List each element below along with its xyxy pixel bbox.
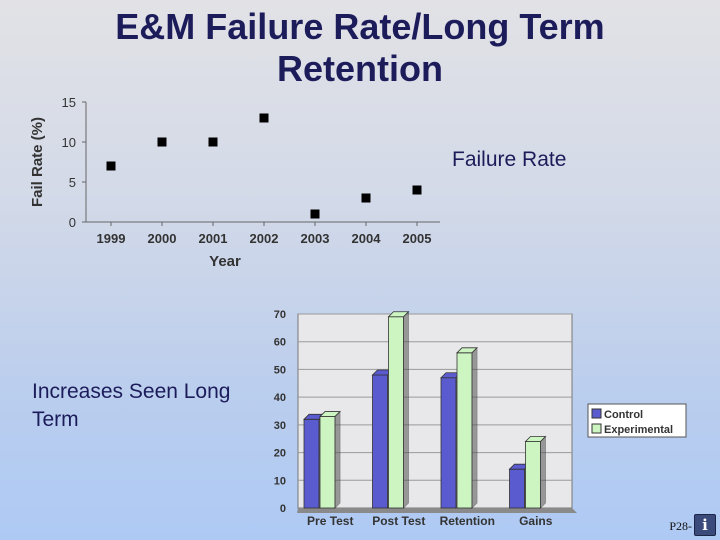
bar-floor [297, 508, 577, 513]
bar-category-label: Gains [519, 514, 553, 528]
legend-swatch [591, 423, 602, 434]
scatter-point [208, 137, 218, 147]
scatter-point [310, 209, 320, 219]
bar-experimental [319, 416, 336, 509]
bar-experimental [388, 316, 404, 509]
legend-swatch [591, 408, 602, 419]
bar-side [334, 410, 341, 509]
bar-control [440, 377, 457, 509]
legend-label: Control [604, 409, 643, 421]
scatter-y-axis-label: Fail Rate (%) [29, 117, 46, 207]
scatter-y-tick-label: 0 [69, 215, 76, 230]
scatter-x-axis-label: Year [209, 253, 241, 270]
bar-y-tick-label: 30 [274, 420, 286, 432]
bar-experimental [525, 441, 541, 509]
scatter-point [106, 161, 116, 171]
bar-control [372, 374, 388, 509]
legend-box [587, 403, 687, 438]
bar-category-label: Pre Test [307, 514, 353, 528]
scatter-x-tick-label: 2004 [352, 231, 382, 246]
scatter-x-tick-label: 2003 [301, 231, 330, 246]
slide-title: E&M Failure Rate/Long Term Retention [115, 6, 605, 89]
bar-y-tick-label: 10 [274, 475, 286, 487]
scatter-x-tick-label: 2001 [199, 231, 228, 246]
bar-experimental [456, 352, 473, 509]
scatter-point [157, 137, 167, 147]
increases-seen-label: Increases Seen Long Term [32, 380, 231, 431]
page-number: P28- [669, 519, 692, 533]
legend-label: Experimental [604, 424, 673, 436]
bar-plot-area: 0 10 20 30 40 50 60 70 Pre Test Post Test Retentio… [274, 309, 577, 528]
scatter-x-tick-label: 2002 [250, 231, 279, 246]
bar-y-tick-label: 70 [274, 309, 286, 321]
scatter-x-tick-label: 1999 [97, 231, 126, 246]
bar-legend: Control Experimental [587, 403, 687, 438]
bar-control [509, 468, 525, 509]
bar-side [471, 346, 478, 509]
scatter-x-tick-label: 2005 [403, 231, 432, 246]
failure-rate-label: Failure Rate [452, 148, 567, 171]
scatter-y-tick-label: 15 [62, 95, 76, 110]
bar-category-label: Post Test [372, 514, 425, 528]
bar-side [540, 435, 546, 509]
scatter-axes: 0 5 10 15 1999 2000 2001 2002 2003 2004 2005 Year Fa… [29, 95, 440, 270]
bar-y-tick-label: 40 [274, 392, 286, 404]
scatter-y-tick-label: 5 [69, 175, 76, 190]
bar-y-tick-label: 60 [274, 337, 286, 349]
bar-y-tick-label: 50 [274, 364, 286, 376]
scatter-y-tick-label: 10 [62, 135, 76, 150]
bar-side [403, 310, 409, 509]
scatter-point [412, 185, 422, 195]
scatter-points [106, 113, 422, 219]
bar-y-tick-label: 20 [274, 448, 286, 460]
scatter-x-tick-label: 2000 [148, 231, 177, 246]
bar-y-tick-label: 0 [280, 503, 286, 515]
bar-control [303, 418, 320, 509]
info-icon[interactable]: i [694, 514, 716, 536]
scatter-point [361, 193, 371, 203]
bar-category-label: Retention [440, 514, 495, 528]
scatter-point [259, 113, 269, 123]
